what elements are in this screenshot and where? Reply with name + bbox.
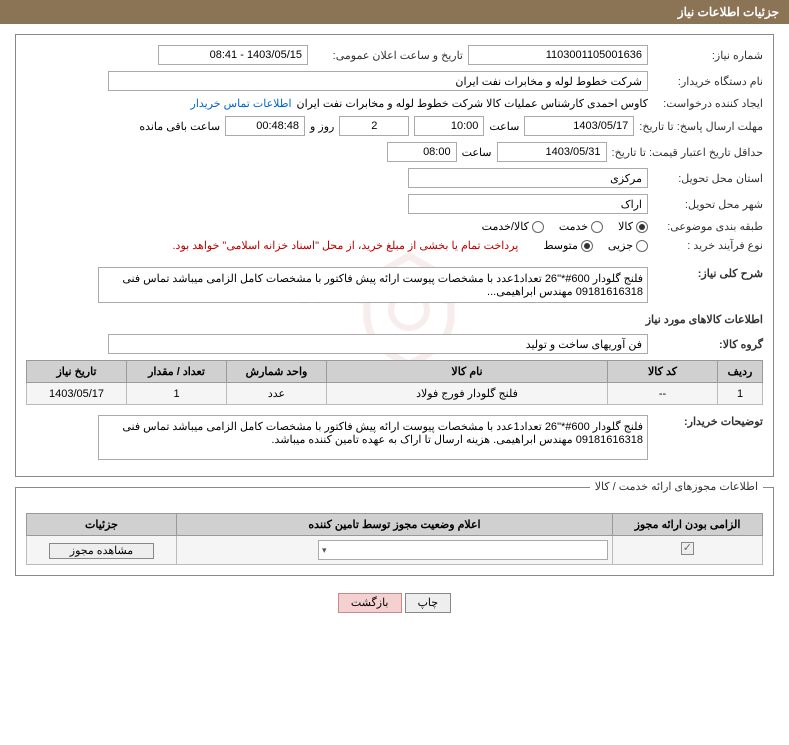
buyer-notes-value: فلنج گلودار 600#*"26 تعداد1عدد با مشخصات… [98,415,648,460]
goods-table: ردیف کد کالا نام کالا واحد شمارش تعداد /… [26,360,763,405]
return-button[interactable]: بازگشت [338,593,402,613]
chevron-down-icon: ▾ [322,545,327,556]
td-qty: 1 [127,383,227,405]
days-remaining: 2 [339,116,409,136]
mandatory-checkbox [681,542,694,555]
radio-service[interactable] [591,221,603,233]
th-name: نام کالا [327,361,608,383]
page-title: جزئیات اطلاعات نیاز [678,5,779,19]
time-label-1: ساعت [489,120,519,133]
th-status: اعلام وضعیت مجوز توسط تامین کننده [177,514,613,536]
table-row: 1 -- فلنج گلودار فورج فولاد عدد 1 1403/0… [27,383,763,405]
goods-group-value: فن آوریهای ساخت و تولید [108,334,648,354]
category-radio-group: کالا خدمت کالا/خدمت [482,220,648,233]
deadline-label: مهلت ارسال پاسخ: تا تاریخ: [639,120,763,133]
th-qty: تعداد / مقدار [127,361,227,383]
radio-medium[interactable] [581,240,593,252]
countdown: 00:48:48 [225,116,305,136]
deadline-date: 1403/05/17 [524,116,634,136]
th-row: ردیف [718,361,763,383]
footer-buttons: چاپ بازگشت [0,586,789,619]
license-section: اطلاعات مجوزهای ارائه خدمت / کالا الزامی… [15,487,774,576]
desc-label: شرح کلی نیاز: [653,267,763,280]
td-code: -- [608,383,718,405]
province-value: مرکزی [408,168,648,188]
city-value: اراک [408,194,648,214]
th-code: کد کالا [608,361,718,383]
purchase-type-radio-group: جزیی متوسط [543,239,648,252]
city-label: شهر محل تحویل: [653,198,763,211]
radio-both-label: کالا/خدمت [482,220,529,233]
desc-value: فلنج گلودار 600#*"26 تعداد1عدد با مشخصات… [98,267,648,303]
announce-label: تاریخ و ساعت اعلان عمومی: [313,49,463,62]
td-details: مشاهده مجوز [27,536,177,565]
print-button[interactable]: چاپ [405,593,452,613]
th-date: تاریخ نیاز [27,361,127,383]
province-label: استان محل تحویل: [653,172,763,185]
th-details: جزئیات [27,514,177,536]
license-table: الزامی بودن ارائه مجوز اعلام وضعیت مجوز … [26,513,763,565]
radio-goods-label: کالا [618,220,633,233]
status-select[interactable]: ▾ [318,540,608,560]
td-mandatory [613,536,763,565]
purchase-type-label: نوع فرآیند خرید : [653,239,763,252]
view-license-button[interactable]: مشاهده مجوز [49,543,154,559]
requester-label: ایجاد کننده درخواست: [653,97,763,110]
th-unit: واحد شمارش [227,361,327,383]
deadline-time: 10:00 [414,116,484,136]
announce-value: 1403/05/15 - 08:41 [158,45,308,65]
td-row: 1 [718,383,763,405]
license-row: ▾ مشاهده مجوز [27,536,763,565]
buyer-org-label: نام دستگاه خریدار: [653,75,763,88]
radio-service-label: خدمت [559,220,588,233]
validity-time: 08:00 [387,142,457,162]
td-status: ▾ [177,536,613,565]
radio-goods[interactable] [636,221,648,233]
purchase-note: پرداخت تمام یا بخشی از مبلغ خرید، از محل… [173,239,519,252]
radio-both[interactable] [532,221,544,233]
requester-value: کاوس احمدی کارشناس عملیات کالا شرکت خطوط… [297,97,648,110]
validity-label: حداقل تاریخ اعتبار قیمت: تا تاریخ: [612,146,763,159]
td-unit: عدد [227,383,327,405]
time-label-2: ساعت [462,146,492,159]
goods-group-label: گروه کالا: [653,338,763,351]
validity-date: 1403/05/31 [497,142,607,162]
radio-medium-label: متوسط [543,239,578,252]
days-and-label: روز و [310,120,334,133]
td-name: فلنج گلودار فورج فولاد [327,383,608,405]
category-label: طبقه بندی موضوعی: [653,220,763,233]
main-section: شماره نیاز: 1103001105001636 تاریخ و ساع… [15,34,774,477]
buyer-org-value: شرکت خطوط لوله و مخابرات نفت ایران [108,71,648,91]
radio-minor[interactable] [636,240,648,252]
th-mandatory: الزامی بودن ارائه مجوز [613,514,763,536]
radio-minor-label: جزیی [608,239,633,252]
contact-link[interactable]: اطلاعات تماس خریدار [191,97,292,110]
license-section-title: اطلاعات مجوزهای ارائه خدمت / کالا [590,480,763,493]
buyer-notes-label: توضیحات خریدار: [653,415,763,428]
goods-info-title: اطلاعات کالاهای مورد نیاز [26,313,763,326]
remaining-label: ساعت باقی مانده [139,120,220,133]
need-no-value: 1103001105001636 [468,45,648,65]
need-no-label: شماره نیاز: [653,49,763,62]
page-header: جزئیات اطلاعات نیاز [0,0,789,24]
td-date: 1403/05/17 [27,383,127,405]
